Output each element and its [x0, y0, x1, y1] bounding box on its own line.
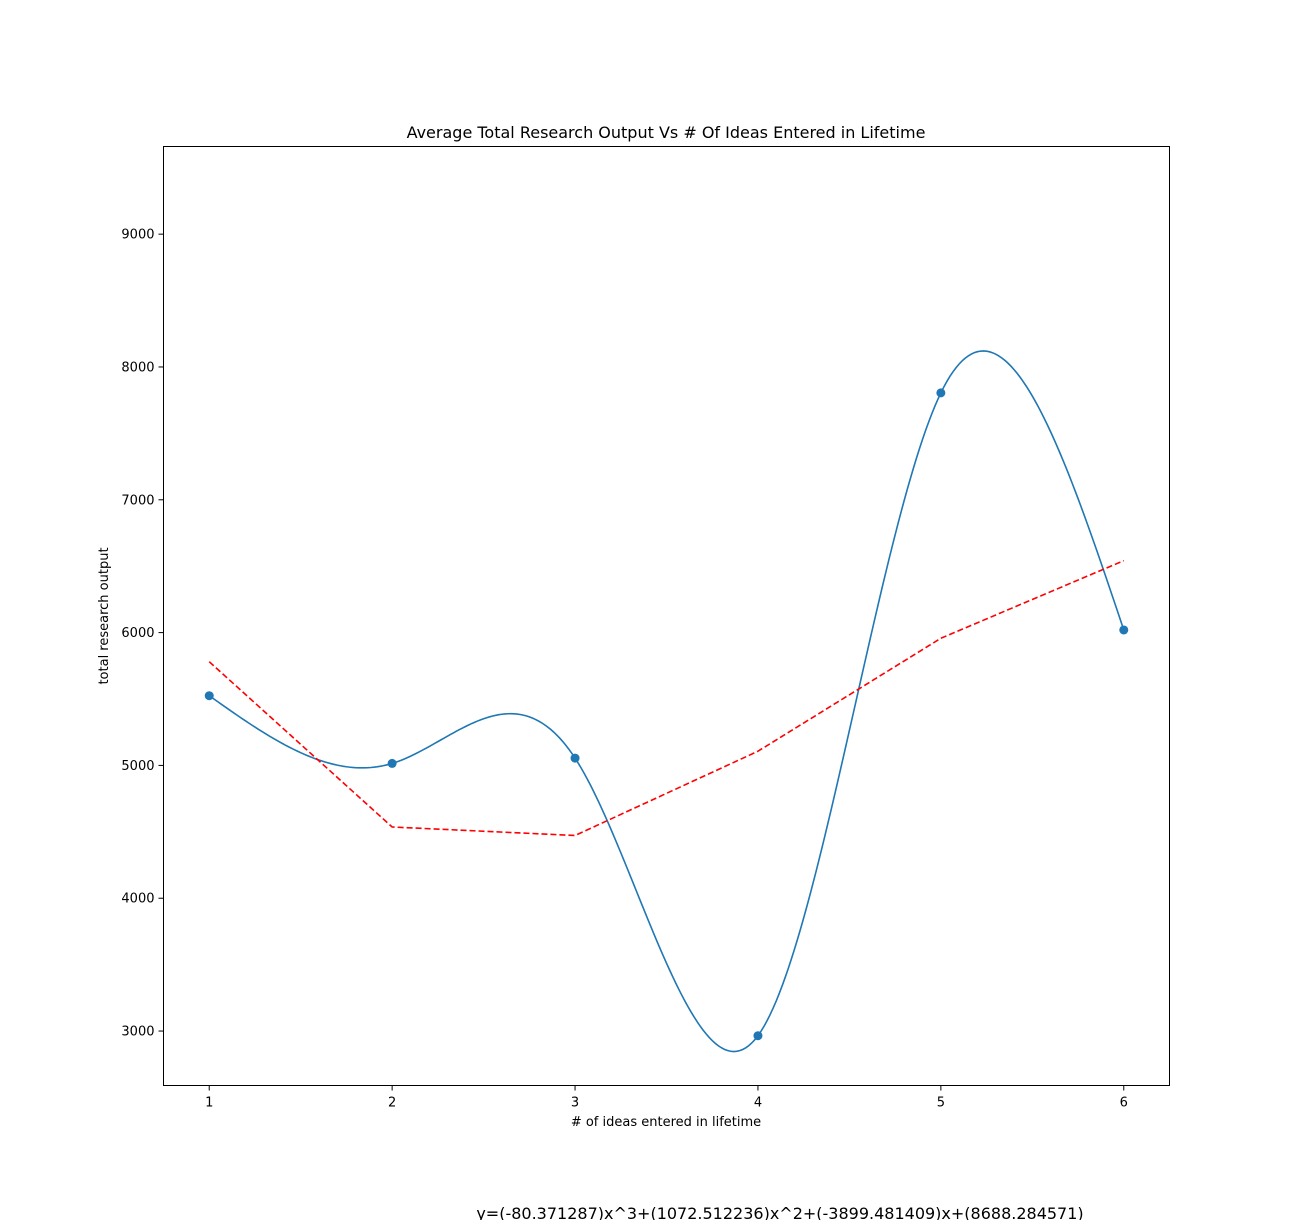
y-tick-label-6000: 6000: [121, 626, 154, 641]
y-tick-label-5000: 5000: [121, 759, 154, 774]
y-tick-label-3000: 3000: [121, 1025, 154, 1040]
x-tick-label-3: 3: [571, 1096, 579, 1111]
y-tick-label-7000: 7000: [121, 493, 154, 508]
plot-frame: [163, 146, 1170, 1086]
data-point-1: [204, 691, 214, 701]
data-point-5: [936, 388, 946, 398]
y-axis: 3000 4000 5000 6000 7000 8000 9000: [121, 228, 164, 1040]
x-tick-label-1: 1: [205, 1096, 213, 1111]
data-point-2: [387, 758, 397, 768]
plot-area: [204, 350, 1129, 1053]
smooth-curve-line: [208, 350, 1125, 1053]
y-axis-label: total research output: [97, 547, 112, 684]
data-point-4: [753, 1031, 763, 1041]
x-tick-label-2: 2: [388, 1096, 396, 1111]
fit-equation: y=(-80.371287)x^3+(1072.512236)x^2+(-389…: [476, 1204, 1083, 1220]
data-point-6: [1119, 625, 1129, 635]
x-axis: 1 2 3 4 5 6: [205, 1085, 1128, 1111]
y-tick-label-9000: 9000: [121, 228, 154, 243]
fit-line: [208, 559, 1125, 837]
data-point-3: [570, 753, 580, 763]
y-tick-label-4000: 4000: [121, 892, 154, 907]
x-tick-label-6: 6: [1120, 1096, 1128, 1111]
chart-title: Average Total Research Output Vs # Of Id…: [407, 123, 926, 142]
y-tick-label-8000: 8000: [121, 360, 154, 375]
x-tick-label-4: 4: [754, 1096, 762, 1111]
x-tick-label-5: 5: [937, 1096, 945, 1111]
x-axis-label: # of ideas entered in lifetime: [571, 1115, 761, 1130]
